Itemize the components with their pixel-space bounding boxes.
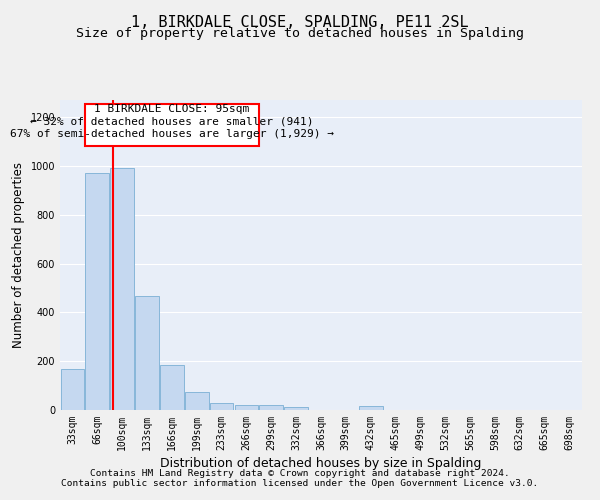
Bar bbox=[160, 365, 184, 410]
Bar bbox=[110, 168, 134, 410]
X-axis label: Distribution of detached houses by size in Spalding: Distribution of detached houses by size … bbox=[160, 457, 482, 470]
Bar bbox=[284, 407, 308, 410]
Bar bbox=[259, 405, 283, 410]
Text: 1 BIRKDALE CLOSE: 95sqm: 1 BIRKDALE CLOSE: 95sqm bbox=[94, 104, 250, 114]
Text: Size of property relative to detached houses in Spalding: Size of property relative to detached ho… bbox=[76, 28, 524, 40]
Text: ← 32% of detached houses are smaller (941): ← 32% of detached houses are smaller (94… bbox=[30, 116, 314, 126]
Bar bbox=[61, 368, 84, 410]
Bar bbox=[359, 406, 383, 410]
Text: Contains HM Land Registry data © Crown copyright and database right 2024.: Contains HM Land Registry data © Crown c… bbox=[90, 468, 510, 477]
Bar bbox=[185, 392, 209, 410]
Bar bbox=[210, 403, 233, 410]
FancyBboxPatch shape bbox=[85, 104, 259, 146]
Y-axis label: Number of detached properties: Number of detached properties bbox=[12, 162, 25, 348]
Bar bbox=[135, 296, 159, 410]
Text: Contains public sector information licensed under the Open Government Licence v3: Contains public sector information licen… bbox=[61, 478, 539, 488]
Bar bbox=[235, 404, 258, 410]
Bar bbox=[85, 173, 109, 410]
Text: 67% of semi-detached houses are larger (1,929) →: 67% of semi-detached houses are larger (… bbox=[10, 130, 334, 140]
Text: 1, BIRKDALE CLOSE, SPALDING, PE11 2SL: 1, BIRKDALE CLOSE, SPALDING, PE11 2SL bbox=[131, 15, 469, 30]
